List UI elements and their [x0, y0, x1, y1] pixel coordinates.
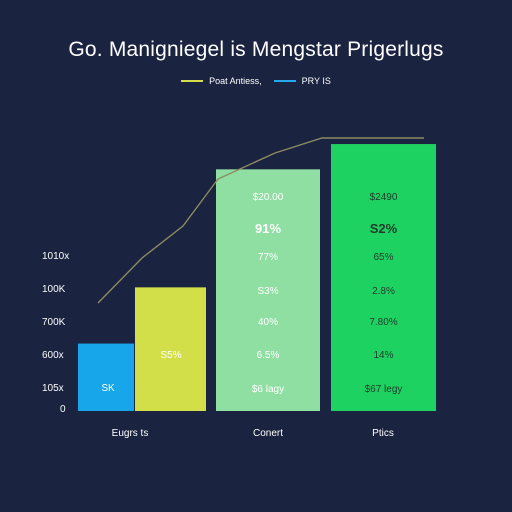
- data-label: $67 legy: [365, 384, 403, 395]
- data-label: S5%: [160, 350, 181, 361]
- x-tick-label: Conert: [253, 428, 283, 439]
- y-tick-label: 1010x: [42, 251, 69, 262]
- y-tick-label: 600x: [42, 350, 64, 361]
- data-label: 77%: [258, 252, 278, 263]
- x-tick-label: Ptics: [372, 428, 394, 439]
- data-label: 14%: [373, 350, 393, 361]
- y-tick-label: 105x: [42, 383, 64, 394]
- legend-label-2: PRY IS: [301, 76, 331, 86]
- data-label: $2490: [370, 192, 398, 203]
- trend-line: [97, 137, 424, 304]
- data-label: 6.5%: [257, 350, 280, 361]
- y-tick-label: 100K: [42, 284, 66, 295]
- bar: [135, 287, 206, 411]
- bar: [331, 144, 436, 412]
- data-label: 7.80%: [369, 317, 397, 328]
- data-label: SK: [101, 383, 115, 394]
- bar: [78, 343, 134, 411]
- chart-title: Go. Manigniegel is Mengstar Prigerlugs: [68, 38, 444, 61]
- legend-label-1: Poat Antiess,: [209, 76, 262, 86]
- bar: [216, 169, 320, 411]
- legend-swatch-2: [273, 80, 296, 82]
- data-label: 91%: [255, 221, 281, 236]
- y-tick-label: 0: [60, 404, 66, 415]
- data-label: 40%: [258, 317, 278, 328]
- legend-swatch-1: [181, 80, 204, 82]
- x-tick-label: Eugrs ts: [112, 428, 149, 439]
- legend-item-1: Poat Antiess,: [181, 76, 262, 86]
- data-label: 65%: [373, 252, 393, 263]
- data-label: S3%: [257, 286, 278, 297]
- data-label: $6 lagy: [252, 384, 284, 395]
- data-label: S2%: [370, 221, 398, 236]
- data-label: $20.00: [253, 192, 284, 203]
- chart-legend: Poat Antiess, PRY IS: [0, 76, 512, 86]
- y-tick-label: 700K: [42, 317, 66, 328]
- legend-item-2: PRY IS: [273, 76, 331, 86]
- data-label: 2.8%: [372, 286, 395, 297]
